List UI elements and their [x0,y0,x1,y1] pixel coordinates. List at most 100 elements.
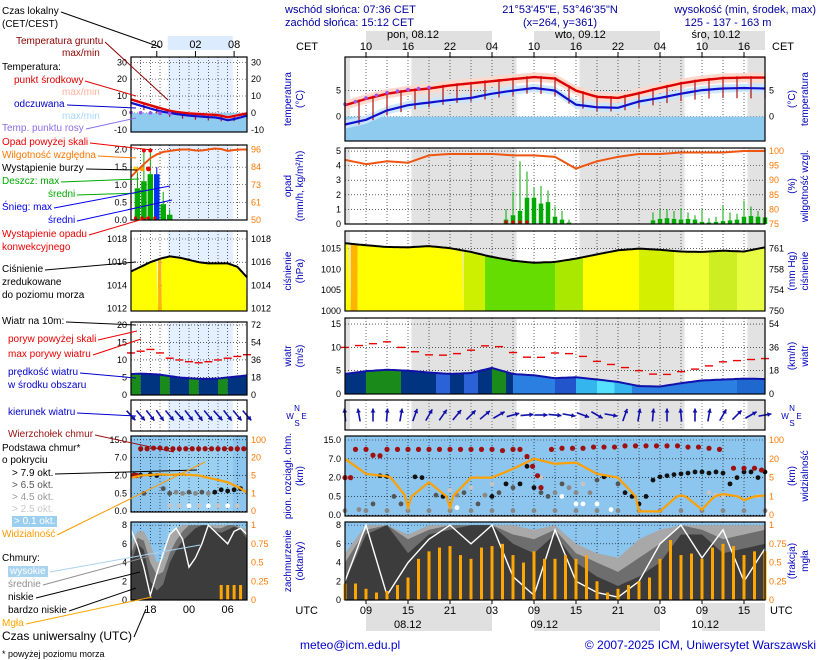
main-panel-zachmurzenie: 8 6 4 2 0 1 0.75 0.5 0.25 0 zachmurzenie (oktanty) (… [283,520,811,605]
contact-email-link[interactable]: meteo@icm.edu.pl [300,638,401,652]
legend-item-bardzo-niskie: bardzo niskie [8,605,67,616]
legend-item-cisnienie-3: do poziomu morza [2,290,85,301]
svg-text:10: 10 [360,41,372,53]
svg-text:1012: 1012 [107,304,127,314]
svg-text:04: 04 [654,41,666,53]
svg-text:1012: 1012 [251,304,271,314]
svg-text:15: 15 [402,605,414,617]
svg-text:1010: 1010 [321,264,341,274]
legend-item-wierzcholek: Wierzchołek chmur [8,429,94,440]
svg-text:ciśnienie: ciśnienie [283,251,294,290]
svg-text:36: 36 [769,342,779,352]
svg-text:15: 15 [331,319,341,329]
svg-text:95: 95 [769,161,779,171]
altitude-title: wysokość (min, środek, max) [674,4,816,16]
svg-text:0: 0 [769,595,774,605]
mini-panel-opad: 2.0 1.5 1.0 0.5 0.0 96 84 73 61 50 [114,144,261,225]
legend-item-predkosc-1: prędkość wiatru [8,367,79,378]
svg-text:8: 8 [122,520,127,530]
svg-text:03: 03 [486,605,498,617]
svg-text:-10: -10 [251,125,264,135]
mini-meteogram: 3020100-103020100-102.01.51.00.50.096847… [107,36,271,616]
svg-text:0: 0 [122,595,127,605]
svg-text:0.75: 0.75 [251,539,269,549]
legend-item-odczuwana: odczuwana [14,99,65,110]
svg-text:0.5: 0.5 [251,558,264,568]
svg-text:1000: 1000 [321,306,341,316]
legend-item-wysokie: wysokie [8,566,48,577]
svg-text:1: 1 [769,520,774,530]
svg-text:opad: opad [283,175,294,197]
svg-text:96: 96 [251,145,261,155]
legend-item-mgla: Mgła [2,618,24,629]
mini-panel-chmury: 15.0 7.0 2.0 0.5 0.0 100 20 5 1 0 [109,435,266,516]
svg-text:5: 5 [251,471,256,481]
svg-text:04: 04 [486,41,498,53]
svg-text:21: 21 [444,605,456,617]
svg-text:0: 0 [251,506,256,516]
svg-text:E: E [301,412,306,421]
svg-text:750: 750 [769,306,784,316]
svg-text:90: 90 [769,175,779,185]
svg-text:16: 16 [738,41,750,53]
svg-text:18: 18 [144,604,156,616]
legend-item-chmury: Chmury: [2,553,40,564]
legend-item-burza: Wystąpienie burzy [2,163,84,174]
svg-text:2: 2 [336,190,341,200]
svg-text:5: 5 [769,86,774,96]
legend-item-okt-45: > 4.5 okt. [12,492,54,503]
svg-text:2.0: 2.0 [328,473,341,483]
svg-text:20: 20 [251,74,261,84]
svg-text:temperatura: temperatura [283,72,294,126]
svg-text:84: 84 [251,162,261,172]
svg-text:100: 100 [251,435,266,445]
svg-text:10.12: 10.12 [692,619,720,631]
svg-text:00: 00 [183,604,195,616]
svg-text:54: 54 [769,319,779,329]
svg-text:0: 0 [251,390,256,400]
svg-text:0.75: 0.75 [769,539,787,549]
main-panel-chmury: 15.0 7.0 2.0 0.5 0.0 100 20 5 1 0 pion. rozciągł. … [283,433,811,520]
svg-text:(km): (km) [787,466,798,486]
svg-text:75: 75 [769,219,779,229]
svg-text:S: S [294,419,299,428]
svg-text:80: 80 [769,204,779,214]
svg-text:10: 10 [331,342,341,352]
svg-text:3: 3 [336,175,341,185]
legend-item-deszcz-max: Deszcz: max [2,176,60,187]
legend-item-wilgotnosc: Wilgotność względna [2,150,96,161]
svg-text:temperatura: temperatura [800,72,811,126]
legend-item-opad-konw-2: konwekcyjnego [2,242,71,253]
legend-item-okt-01: > 0.1 okt. [12,516,58,527]
svg-text:0.0: 0.0 [114,215,127,225]
svg-text:20: 20 [769,454,779,464]
svg-text:20: 20 [251,453,261,463]
svg-text:1018: 1018 [251,234,271,244]
sunset-time: zachód słońca: 15:12 CET [285,17,415,29]
legend-item-odczuwana-maxmin: max/min [62,111,100,122]
svg-text:1: 1 [336,204,341,214]
mini-panel-cisnienie: 1018 1016 1014 1012 1018 1016 1014 1012 [107,230,271,314]
svg-text:100: 100 [769,146,784,156]
svg-text:0: 0 [769,389,774,399]
svg-text:0.0: 0.0 [328,510,341,520]
svg-text:1.0: 1.0 [114,180,127,190]
legend-item-deszcz-sredni: średni [48,189,76,200]
svg-text:(frakcja): (frakcja) [787,543,798,579]
svg-text:pon, 08.12: pon, 08.12 [387,29,439,41]
svg-text:5: 5 [122,372,127,382]
svg-text:1.5: 1.5 [114,162,127,172]
svg-text:7.0: 7.0 [328,454,341,464]
mini-panel-temperatura: 30 20 10 0 -10 30 20 10 0 -10 [114,56,264,135]
svg-text:4: 4 [336,558,341,568]
svg-text:36: 36 [251,355,261,365]
svg-text:mgła: mgła [800,550,811,572]
svg-text:N: N [789,404,795,413]
svg-text:30: 30 [251,57,261,67]
svg-text:61: 61 [251,197,261,207]
svg-text:15.0: 15.0 [323,435,341,445]
legend-item-czas-utc: Czas uniwersalny (UTC) [2,629,133,643]
svg-text:(mm/h, kg/m²/h): (mm/h, kg/m²/h) [295,151,306,222]
